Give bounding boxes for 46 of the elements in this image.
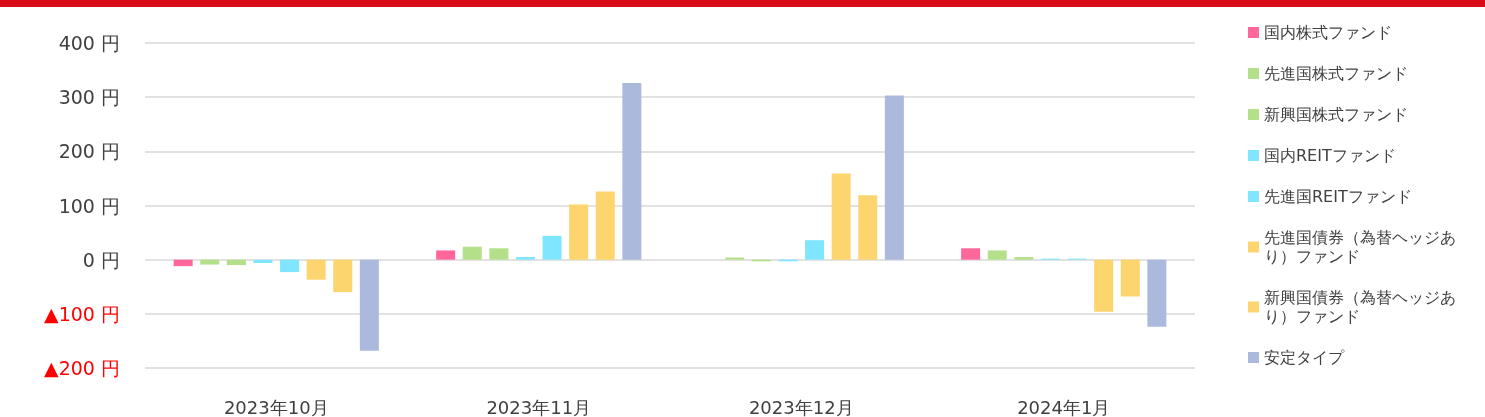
legend-label: 国内株式ファンド xyxy=(1264,23,1392,42)
y-tick-label: 100 円 xyxy=(58,194,120,217)
bar xyxy=(226,259,246,266)
bar xyxy=(542,235,562,260)
bar xyxy=(622,83,642,260)
legend-label: 国内REITファンド xyxy=(1264,146,1396,165)
legend-label: 先進国REITファンド xyxy=(1264,187,1412,206)
legend-label: 先進国債券（為替ヘッジあり）ファンド xyxy=(1264,228,1456,266)
bar xyxy=(1014,256,1034,260)
y-tick-label: ▲100 円 xyxy=(44,302,120,325)
legend-label: 新興国株式ファンド xyxy=(1264,105,1408,124)
bar xyxy=(725,257,745,260)
bar xyxy=(961,248,981,260)
y-tick-label: 300 円 xyxy=(58,86,120,109)
y-tick-label: 200 円 xyxy=(58,140,120,163)
bar xyxy=(831,173,851,260)
bar xyxy=(884,95,904,260)
x-tick-label: 2023年10月 xyxy=(223,396,329,417)
bar xyxy=(333,259,353,293)
bar xyxy=(569,204,589,260)
y-tick-label: 0 円 xyxy=(82,248,120,271)
bar xyxy=(253,259,273,263)
bar xyxy=(173,259,193,267)
bar xyxy=(805,240,825,260)
x-tick-label: 2024年1月 xyxy=(1017,396,1111,417)
bar xyxy=(436,250,456,260)
y-tick-label: 400 円 xyxy=(58,32,120,54)
bar xyxy=(462,246,482,260)
bar xyxy=(200,259,220,265)
legend-label: 新興国債券（為替ヘッジあり）ファンド xyxy=(1264,288,1456,326)
x-tick-label: 2023年12月 xyxy=(748,396,854,417)
bar xyxy=(858,195,878,260)
x-tick-label: 2023年11月 xyxy=(486,396,592,417)
bar xyxy=(1147,259,1167,327)
bar xyxy=(1120,259,1140,297)
bar xyxy=(280,259,300,273)
legend-label: 安定タイプ xyxy=(1264,348,1345,367)
bar xyxy=(1094,259,1114,312)
bar xyxy=(359,259,379,351)
y-tick-label: ▲200 円 xyxy=(44,357,120,379)
legend-label: 先進国株式ファンド xyxy=(1264,64,1408,83)
bar xyxy=(489,248,509,260)
bar xyxy=(987,250,1007,260)
bar xyxy=(515,256,535,260)
bar xyxy=(306,259,326,280)
bar xyxy=(595,191,615,260)
